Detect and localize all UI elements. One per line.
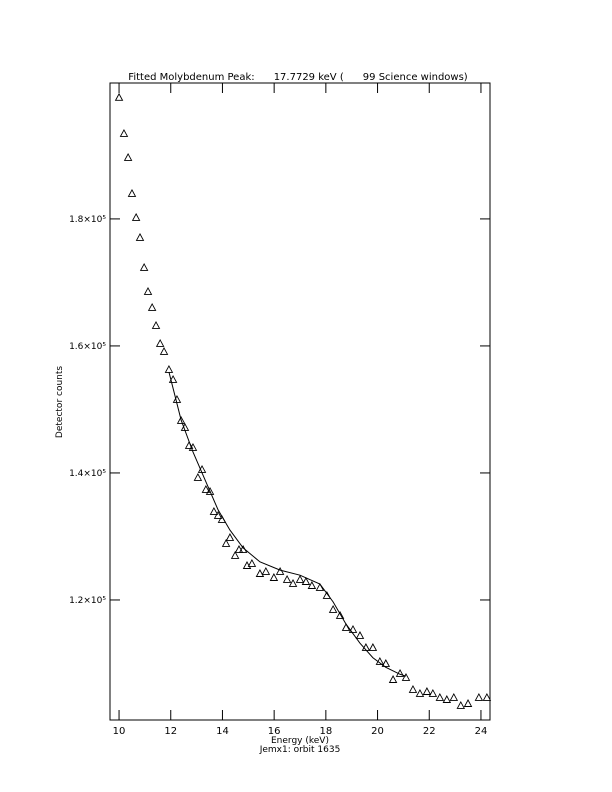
data-point (282, 575, 292, 583)
data-point (155, 339, 165, 347)
y-axis-label: Detector counts (55, 366, 65, 438)
data-point (295, 575, 305, 583)
data-point (221, 539, 231, 547)
data-point (123, 152, 133, 161)
data-point (119, 128, 129, 137)
x-tick-label: 22 (423, 726, 436, 737)
data-point (355, 631, 365, 639)
data-point (234, 545, 244, 553)
y-tick-label: 1.8×10⁵ (69, 215, 106, 225)
data-point (435, 693, 445, 701)
data-point (151, 320, 161, 329)
data-point (143, 286, 153, 295)
footer: Jemx1: orbit 1635 (259, 745, 341, 755)
y-tick-label: 1.4×10⁵ (69, 469, 106, 479)
data-point (388, 675, 398, 683)
fit-line (168, 371, 407, 677)
data-point (168, 374, 178, 383)
data-point (463, 699, 473, 707)
data-point (201, 485, 211, 493)
data-point (335, 611, 345, 619)
x-axis-label: Energy (keV) (271, 736, 329, 746)
data-point (482, 693, 492, 701)
y-tick-label: 1.2×10⁵ (69, 596, 106, 606)
data-point (255, 569, 265, 577)
data-point (225, 533, 235, 541)
data-point (159, 347, 169, 355)
data-point (328, 604, 338, 613)
x-tick-label: 14 (216, 726, 229, 737)
x-tick-label: 24 (475, 726, 488, 737)
data-point (135, 232, 145, 241)
data-point (408, 685, 418, 693)
data-point (247, 559, 257, 567)
data-point (205, 486, 215, 495)
x-tick-label: 12 (164, 726, 177, 737)
data-point (442, 695, 452, 703)
data-point (230, 551, 240, 559)
data-point (401, 673, 411, 681)
data-point (456, 701, 466, 709)
data-point (275, 567, 285, 575)
data-point (269, 573, 279, 581)
data-point (415, 689, 425, 697)
data-point (301, 577, 311, 585)
data-point (449, 693, 459, 701)
data-point (127, 188, 137, 197)
x-tick-label: 18 (319, 726, 332, 737)
x-tick-label: 16 (268, 726, 281, 737)
data-point (261, 567, 271, 575)
plot-frame (109, 82, 491, 721)
data-point (474, 693, 484, 701)
x-tick-label: 10 (113, 726, 126, 737)
data-point (368, 643, 378, 651)
data-point (131, 212, 141, 221)
data-point (422, 687, 432, 695)
chart-title: Fitted Molybdenum Peak: 17.7729 keV ( 99… (128, 72, 468, 83)
data-point (139, 262, 149, 271)
data-point (193, 473, 203, 481)
data-point (288, 579, 298, 587)
data-point (114, 92, 124, 101)
data-point (307, 581, 317, 589)
x-tick-label: 20 (371, 726, 384, 737)
data-point (147, 303, 157, 311)
data-point (428, 689, 438, 697)
y-tick-label: 1.6×10⁵ (69, 342, 106, 352)
data-point (209, 506, 219, 515)
data-point (348, 624, 358, 633)
data-point (176, 415, 186, 424)
data-point (213, 510, 223, 519)
data-point (381, 659, 391, 667)
